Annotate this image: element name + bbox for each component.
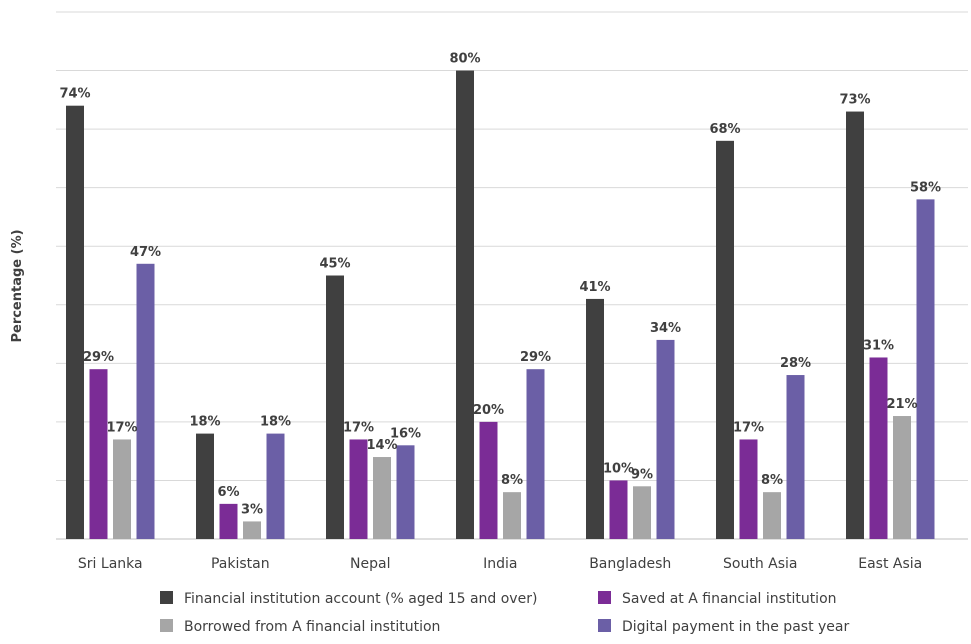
bar xyxy=(786,375,805,539)
category-label: Sri Lanka xyxy=(78,556,143,572)
data-label: 6% xyxy=(217,485,239,500)
data-label: 17% xyxy=(343,420,374,435)
bar xyxy=(869,357,888,539)
bars xyxy=(66,70,935,540)
legend-label: Financial institution account (% aged 15… xyxy=(184,591,537,607)
bar xyxy=(893,416,911,539)
category-label: Nepal xyxy=(350,556,390,572)
data-label: 28% xyxy=(780,356,811,371)
gridlines xyxy=(56,11,968,540)
data-label: 20% xyxy=(473,403,504,418)
bar xyxy=(456,70,474,540)
category-label: South Asia xyxy=(723,556,797,572)
bar xyxy=(763,492,781,539)
data-label: 80% xyxy=(449,52,480,67)
legend-label: Saved at A financial institution xyxy=(622,591,837,607)
bar xyxy=(349,439,368,539)
data-label: 8% xyxy=(761,473,783,488)
bar xyxy=(916,199,935,539)
data-label: 14% xyxy=(366,438,397,453)
data-label: 17% xyxy=(733,420,764,435)
data-label: 29% xyxy=(83,350,114,365)
data-label: 45% xyxy=(319,257,350,272)
data-label: 34% xyxy=(650,321,681,336)
data-label: 8% xyxy=(501,473,523,488)
bar xyxy=(739,439,758,539)
legend-swatch xyxy=(160,619,173,632)
data-label: 16% xyxy=(390,426,421,441)
bar xyxy=(89,369,108,539)
data-label: 21% xyxy=(886,397,917,412)
category-label: Pakistan xyxy=(211,556,270,572)
bar xyxy=(633,486,651,539)
data-label: 73% xyxy=(839,93,870,108)
bar xyxy=(503,492,521,539)
legend-label: Borrowed from A financial institution xyxy=(184,619,440,635)
bar xyxy=(479,421,498,539)
data-label: 3% xyxy=(241,502,263,517)
legend: Financial institution account (% aged 15… xyxy=(160,591,849,635)
bar xyxy=(219,503,238,539)
category-label: East Asia xyxy=(858,556,922,572)
legend-swatch xyxy=(598,619,611,632)
bar xyxy=(66,105,84,539)
bar xyxy=(196,433,214,539)
legend-swatch xyxy=(598,591,611,604)
bar xyxy=(656,339,675,539)
data-label: 10% xyxy=(603,461,634,476)
data-label: 29% xyxy=(520,350,551,365)
data-label: 47% xyxy=(130,245,161,260)
data-label: 74% xyxy=(59,87,90,102)
bar xyxy=(113,439,131,539)
bar xyxy=(716,140,734,540)
data-label: 41% xyxy=(579,280,610,295)
data-label: 17% xyxy=(106,420,137,435)
legend-swatch xyxy=(160,591,173,604)
data-label: 18% xyxy=(260,415,291,430)
bar xyxy=(586,298,604,539)
bar xyxy=(526,369,545,539)
category-label: Bangladesh xyxy=(589,556,671,572)
category-labels: Sri Lanka Pakistan Nepal India Bangladesh Sou… xyxy=(78,556,922,572)
bar xyxy=(326,275,344,539)
bar xyxy=(846,111,864,540)
bar xyxy=(136,263,155,539)
bar xyxy=(243,521,261,539)
bar xyxy=(396,445,415,539)
data-label: 31% xyxy=(863,338,894,353)
y-axis-label: Percentage (%) xyxy=(10,229,25,342)
bar xyxy=(266,433,285,539)
data-label: 9% xyxy=(631,467,653,482)
data-label: 58% xyxy=(910,180,941,195)
bar xyxy=(609,480,628,539)
category-label: India xyxy=(483,556,517,572)
data-label: 68% xyxy=(709,122,740,137)
bar xyxy=(373,457,391,539)
legend-label: Digital payment in the past year xyxy=(622,619,849,635)
data-labels: 74% 29% 17% 47% 18% 6%3% 18% 45% 17% 14%16% 80% 20%… xyxy=(59,52,941,518)
data-label: 18% xyxy=(189,415,220,430)
